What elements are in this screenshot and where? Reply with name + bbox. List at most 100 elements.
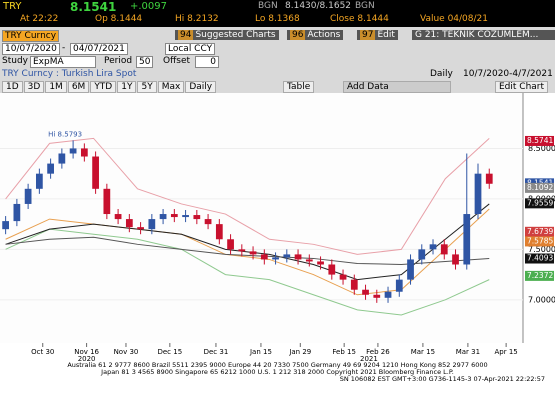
footer-line: Australia 61 2 9777 8600 Brazil 5511 239… (67, 361, 488, 369)
candle-body (227, 239, 234, 250)
button-label: Suggested Charts (195, 30, 276, 40)
last-value-label: 8.1541 (527, 178, 553, 187)
candle-body (249, 251, 257, 255)
template[interactable]: G 21: TEKNIK COZUMLEM... (412, 30, 555, 40)
last-value-label: 8.5741 (527, 136, 553, 145)
x-tick-label: Mar 31 (456, 348, 480, 356)
last-value-label: 7.9559 (527, 198, 553, 207)
y-tick-label: 7.5000 (528, 245, 555, 254)
x-tick-label: Nov 16 (74, 348, 99, 356)
candle-body (485, 173, 493, 184)
button-label: Edit (377, 30, 395, 40)
start-date[interactable]: 10/07/2020 (2, 43, 60, 55)
range-button[interactable]: 1D (2, 81, 23, 93)
source: BGN (355, 1, 375, 11)
table-button[interactable]: Table (283, 81, 315, 93)
candle-body (35, 173, 43, 189)
x-tick-label: Nov 30 (114, 348, 139, 356)
candle-body (80, 148, 88, 157)
toolbar: TRY Curncy 94 Suggested Charts 96 Actions … (0, 27, 555, 93)
range-button[interactable]: 1M (45, 81, 67, 93)
y-tick-label: 7.0000 (528, 295, 555, 304)
edit-chart[interactable]: Edit Chart (495, 81, 549, 93)
candle-body (238, 249, 246, 252)
last-value-label: 7.5785 (527, 236, 553, 245)
range-button[interactable]: 3D (23, 81, 45, 93)
candle-body (384, 291, 392, 298)
x-tick-label: Mar 15 (411, 348, 435, 356)
offset-label: Offset (163, 56, 191, 66)
x-tick-label: Apr 15 (495, 348, 518, 356)
x-tick-label: Dec 31 (204, 348, 229, 356)
candle-body (395, 279, 403, 292)
end-date[interactable]: 04/07/2021 (70, 43, 128, 55)
candle-body (407, 259, 414, 280)
candle-body (418, 249, 426, 260)
range-buttons: 1D 3D 1M 6M YTD 1Y 5Y Max Daily (2, 81, 217, 93)
candle-body (204, 219, 212, 225)
last: 8.1541 (70, 0, 117, 14)
footer-line: SN 106082 EST GMT+3:00 G736-1145-3 07-Ap… (339, 375, 545, 383)
bid-ask: 8.1430/8.1652 (285, 1, 352, 11)
candle-body (474, 173, 482, 215)
security[interactable]: TRY Curncy (2, 30, 60, 42)
candle-body (13, 203, 21, 222)
quote-bar: TRY 8.1541 +.0097 BGN 8.1430/8.1652 BGN … (0, 0, 555, 27)
candle-body (215, 224, 223, 240)
candle-body (193, 215, 201, 220)
value-date: Value 04/08/21 (420, 14, 488, 24)
period[interactable]: 50 (136, 56, 154, 68)
year-label: 2020 (78, 355, 96, 361)
edit[interactable]: 97 Edit (357, 30, 398, 40)
range-button[interactable]: YTD (90, 81, 117, 93)
button-number: 94 (178, 30, 194, 40)
footer: Australia 61 2 9777 8600 Brazil 5511 239… (0, 362, 555, 383)
range-button[interactable]: 1Y (117, 81, 137, 93)
high: Hi 8.2132 (175, 14, 219, 24)
candle-body (92, 156, 99, 189)
last-value-label: 7.4093 (527, 254, 553, 263)
study[interactable]: ExpMA (30, 56, 96, 68)
range-button[interactable]: 5Y (137, 81, 157, 93)
x-tick-label: Oct 30 (31, 348, 54, 356)
range-button[interactable]: Daily (185, 81, 217, 93)
range-button[interactable]: 6M (67, 81, 90, 93)
ticker: TRY (3, 1, 22, 12)
last-value-box (525, 198, 554, 209)
candle-body (339, 274, 347, 280)
candle-body (182, 215, 189, 218)
range-button[interactable]: Max (157, 81, 185, 93)
x-tick-label: Jan 29 (288, 348, 311, 356)
period-label: Period (104, 56, 133, 66)
low: Lo 8.1368 (255, 14, 300, 24)
candle-body (58, 153, 66, 164)
indicator-line (5, 137, 490, 255)
candle-body (373, 294, 381, 298)
actions[interactable]: 96 Actions (287, 30, 344, 40)
currency[interactable]: Local CCY (165, 43, 216, 55)
last-value-box (525, 236, 554, 247)
add-data[interactable]: Add Data (343, 81, 451, 93)
candle-body (452, 254, 459, 265)
candle-body (463, 214, 471, 265)
last-value-box (525, 182, 554, 193)
open: Op 8.1444 (95, 14, 143, 24)
study-label: Study (2, 56, 28, 66)
candle-body (440, 244, 448, 255)
candle-body (2, 221, 9, 230)
candle-body (317, 261, 324, 265)
button-number: 96 (290, 30, 306, 40)
change: +.0097 (130, 1, 168, 12)
x-tick-label: Dec 15 (157, 348, 182, 356)
candle-body (47, 163, 54, 174)
candle-body (294, 254, 302, 260)
candle-body (328, 264, 336, 275)
footer-line: Japan 81 3 4565 8900 Singapore 65 6212 1… (101, 368, 454, 376)
candle-body (69, 148, 77, 154)
year-label: 2021 (360, 355, 378, 361)
candle-body (305, 259, 313, 262)
offset[interactable]: 0 (195, 56, 219, 68)
suggested-charts[interactable]: 94 Suggested Charts (175, 30, 279, 40)
